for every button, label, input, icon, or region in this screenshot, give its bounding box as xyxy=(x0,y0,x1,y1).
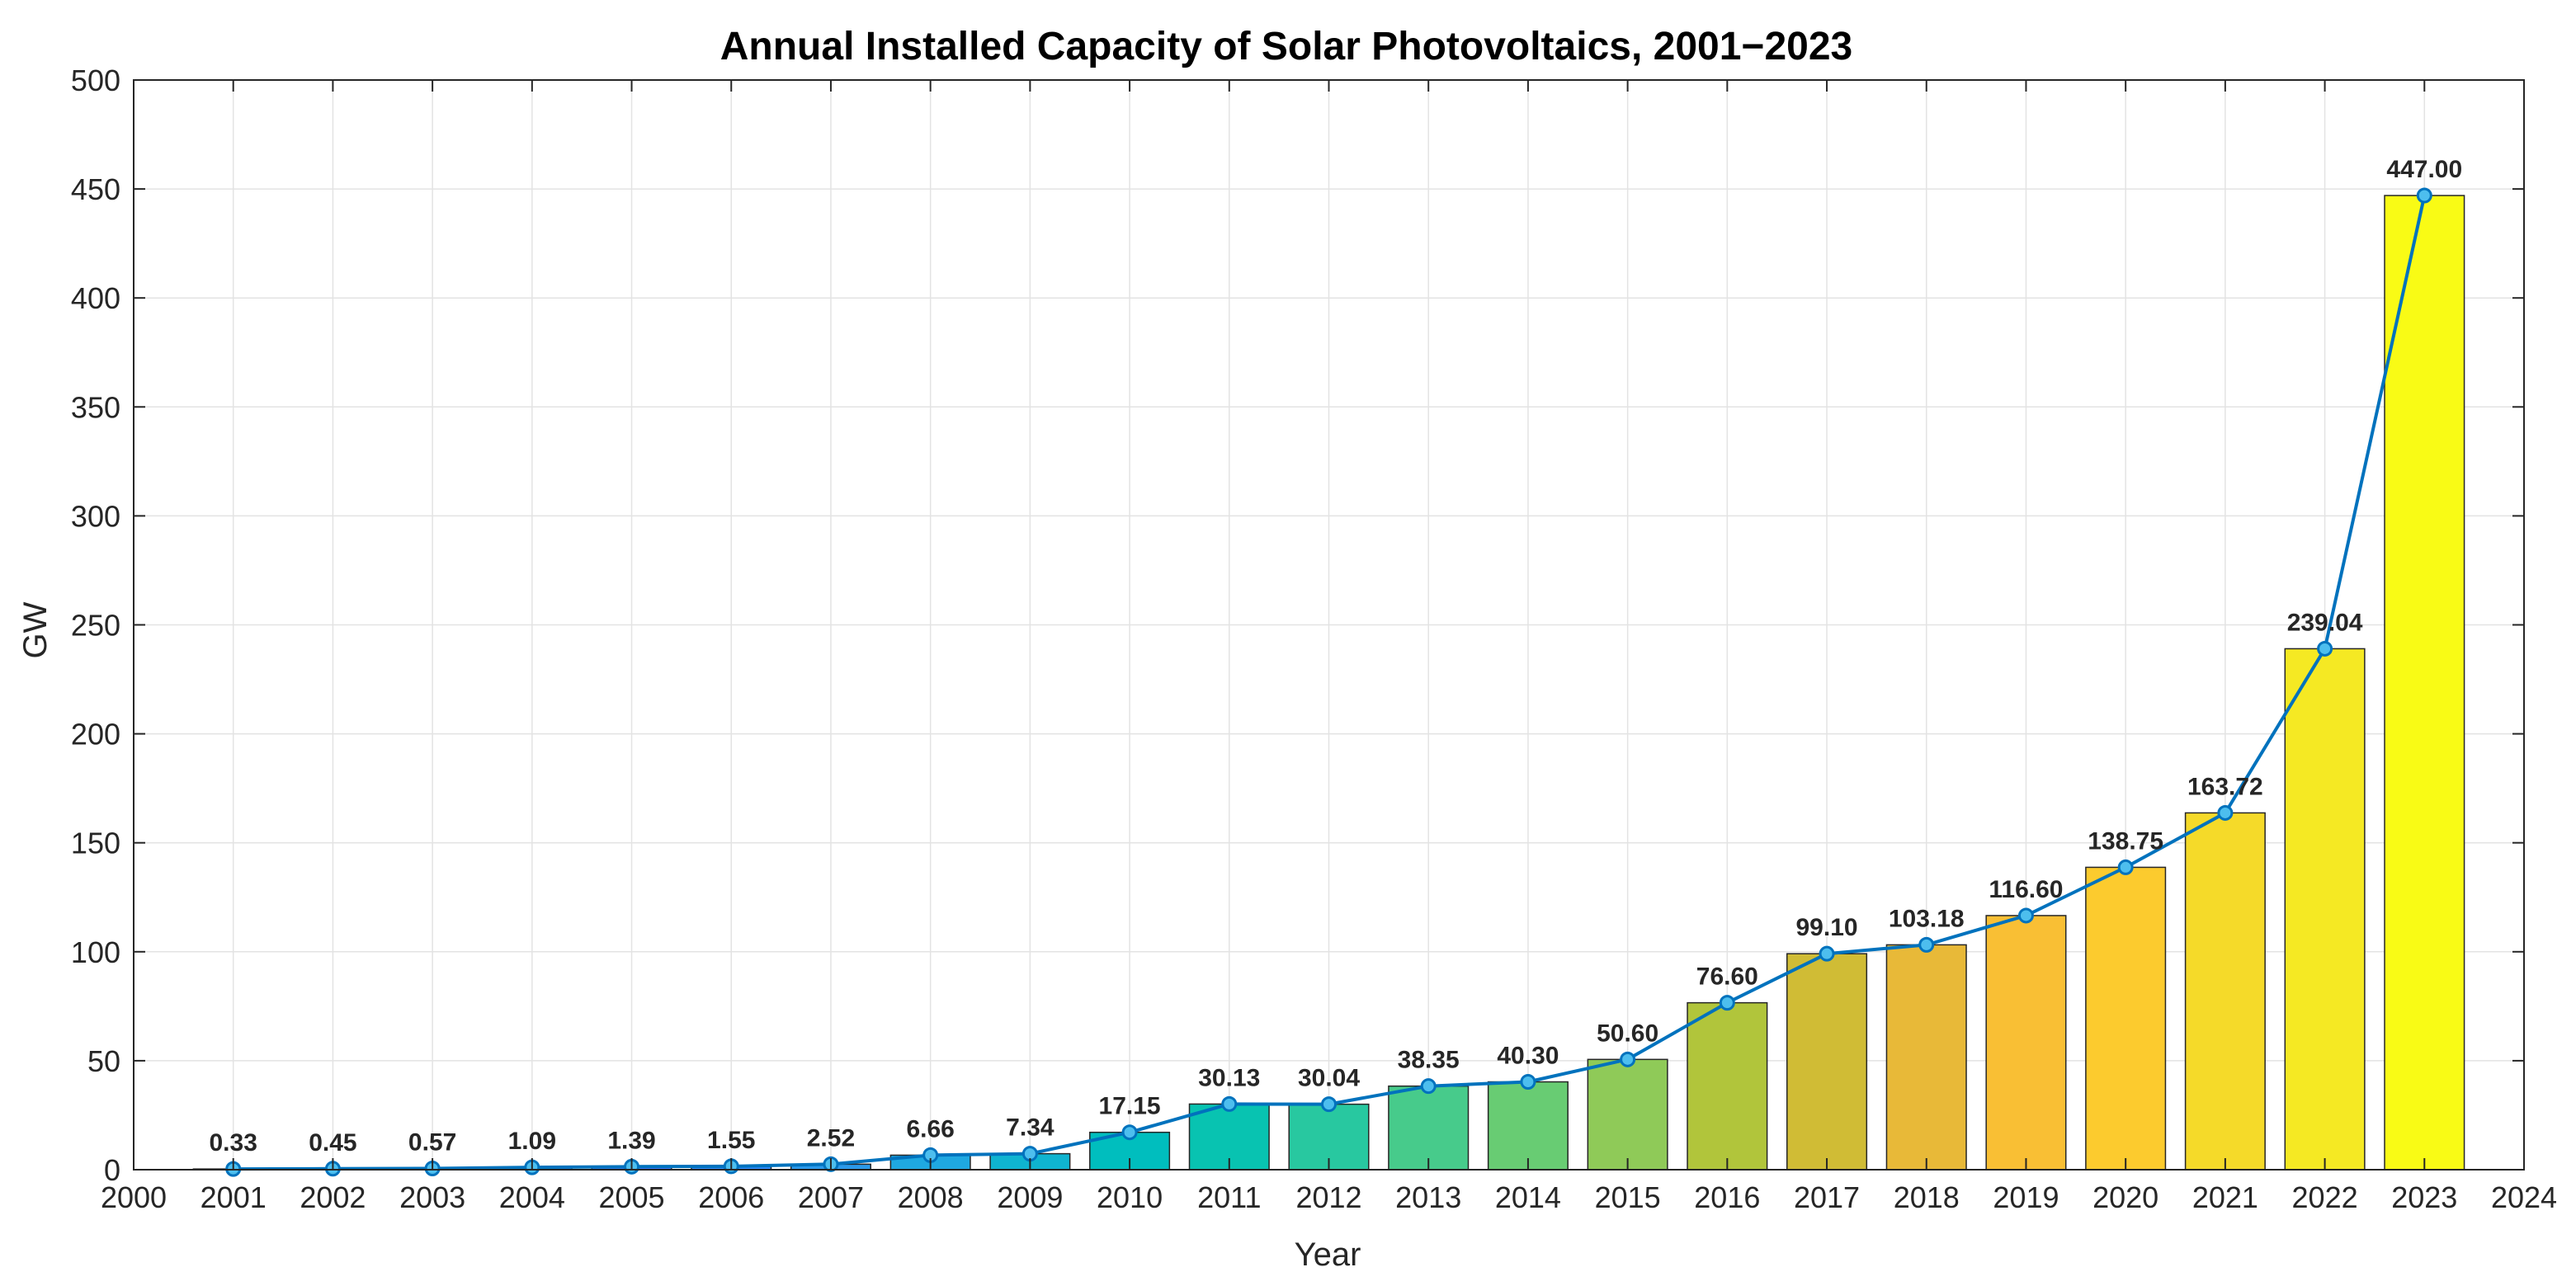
bar-2019 xyxy=(1985,915,2067,1171)
x-tick-label: 2003 xyxy=(399,1180,465,1214)
bar-2020 xyxy=(2085,866,2167,1171)
x-axis-label: Year xyxy=(1295,1237,1361,1273)
marker-2022 xyxy=(2317,640,2333,657)
y-tick-label: 400 xyxy=(71,281,120,315)
marker-2010 xyxy=(1121,1124,1138,1141)
data-label-2021: 163.72 xyxy=(2187,773,2263,800)
marker-2020 xyxy=(2117,859,2134,875)
x-tick-label: 2015 xyxy=(1595,1180,1661,1214)
marker-2015 xyxy=(1620,1051,1636,1067)
y-axis-label: GW xyxy=(17,601,54,658)
bar-2023 xyxy=(2384,195,2465,1171)
y-tick-label: 500 xyxy=(71,64,120,97)
data-label-2004: 1.09 xyxy=(508,1128,556,1155)
x-tick-label: 2024 xyxy=(2491,1180,2557,1214)
x-tick-label: 2010 xyxy=(1097,1180,1163,1214)
bars xyxy=(192,195,2465,1171)
data-label-2009: 7.34 xyxy=(1006,1114,1054,1142)
y-tick-label: 200 xyxy=(71,718,120,751)
marker-2021 xyxy=(2217,804,2234,821)
marker-2013 xyxy=(1420,1078,1437,1095)
x-tick-label: 2011 xyxy=(1197,1180,1261,1214)
marker-2016 xyxy=(1719,995,1735,1011)
data-label-2019: 116.60 xyxy=(1989,876,2063,903)
y-tick-label: 150 xyxy=(71,827,120,860)
data-label-2018: 103.18 xyxy=(1889,905,1965,932)
x-tick-label: 2002 xyxy=(300,1180,366,1214)
bar-2014 xyxy=(1487,1081,1569,1171)
x-tick-label: 2016 xyxy=(1694,1180,1760,1214)
x-tick-label: 2013 xyxy=(1395,1180,1461,1214)
data-label-2022: 239.04 xyxy=(2287,609,2363,636)
x-tick-label: 2017 xyxy=(1794,1180,1860,1214)
data-label-2007: 2.52 xyxy=(807,1124,855,1152)
bar-2013 xyxy=(1388,1085,1470,1171)
x-tick-label: 2020 xyxy=(2092,1180,2158,1214)
data-label-2005: 1.39 xyxy=(607,1127,655,1154)
data-label-2001: 0.33 xyxy=(210,1129,257,1156)
bar-2022 xyxy=(2284,648,2366,1171)
marker-2017 xyxy=(1819,945,1835,962)
data-label-2013: 38.35 xyxy=(1398,1047,1460,1074)
marker-2012 xyxy=(1321,1096,1337,1113)
bar-2018 xyxy=(1885,944,1967,1171)
marker-2019 xyxy=(2017,907,2034,924)
x-tick-label: 2021 xyxy=(2192,1180,2258,1214)
x-tick-label: 2018 xyxy=(1894,1180,1960,1214)
x-tick-label: 2023 xyxy=(2391,1180,2457,1214)
data-label-2003: 0.57 xyxy=(408,1128,456,1156)
y-axis: 0 50 100 150 200 250 300 350 400 450 500 xyxy=(71,64,2524,1187)
x-axis: 2000 2001 2002 2003 2004 2005 2006 2007 2008 2009… xyxy=(101,80,2557,1214)
data-label-2014: 40.30 xyxy=(1497,1043,1559,1070)
marker-2014 xyxy=(1520,1074,1536,1091)
y-tick-label: 100 xyxy=(71,935,120,969)
bar-2021 xyxy=(2184,812,2266,1171)
x-tick-label: 2014 xyxy=(1495,1180,1561,1214)
bar-2016 xyxy=(1687,1001,1768,1171)
x-tick-label: 2004 xyxy=(499,1180,565,1214)
data-label-2002: 0.45 xyxy=(309,1129,356,1156)
marker-2011 xyxy=(1221,1095,1238,1112)
x-tick-label: 2001 xyxy=(201,1180,267,1214)
bar-2017 xyxy=(1786,953,1868,1171)
data-label-2010: 17.15 xyxy=(1099,1093,1161,1120)
data-label-2020: 138.75 xyxy=(2088,827,2163,855)
x-tick-label: 2008 xyxy=(898,1180,964,1214)
y-tick-label: 450 xyxy=(71,172,120,206)
data-labels: 0.33 0.45 0.57 1.09 1.39 1.55 2.52 6.66 7.34 17.1… xyxy=(210,156,2463,1156)
data-label-2006: 1.55 xyxy=(707,1127,755,1154)
y-tick-label: 0 xyxy=(104,1153,120,1187)
data-label-2023: 447.00 xyxy=(2386,156,2462,183)
y-tick-label: 50 xyxy=(87,1044,120,1078)
bar-2015 xyxy=(1587,1058,1668,1171)
data-label-2016: 76.60 xyxy=(1696,963,1758,991)
x-tick-label: 2000 xyxy=(101,1180,167,1214)
marker-2018 xyxy=(1918,936,1935,953)
x-tick-label: 2006 xyxy=(698,1180,764,1214)
y-tick-label: 350 xyxy=(71,390,120,424)
y-tick-label: 300 xyxy=(71,499,120,533)
x-tick-label: 2012 xyxy=(1295,1180,1361,1214)
y-tick-label: 250 xyxy=(71,609,120,643)
data-label-2008: 6.66 xyxy=(906,1115,954,1142)
x-tick-label: 2022 xyxy=(2292,1180,2358,1214)
x-tick-label: 2019 xyxy=(1993,1180,2059,1214)
data-label-2011: 30.13 xyxy=(1198,1064,1260,1091)
trend-line xyxy=(225,187,2432,1177)
chart-title: Annual Installed Capacity of Solar Photo… xyxy=(720,25,1852,68)
x-tick-label: 2007 xyxy=(798,1180,864,1214)
data-label-2015: 50.60 xyxy=(1597,1020,1658,1047)
x-tick-label: 2005 xyxy=(598,1180,664,1214)
marker-2023 xyxy=(2416,187,2432,204)
data-label-2017: 99.10 xyxy=(1796,914,1858,941)
x-tick-label: 2009 xyxy=(997,1180,1063,1214)
data-label-2012: 30.04 xyxy=(1298,1065,1360,1092)
